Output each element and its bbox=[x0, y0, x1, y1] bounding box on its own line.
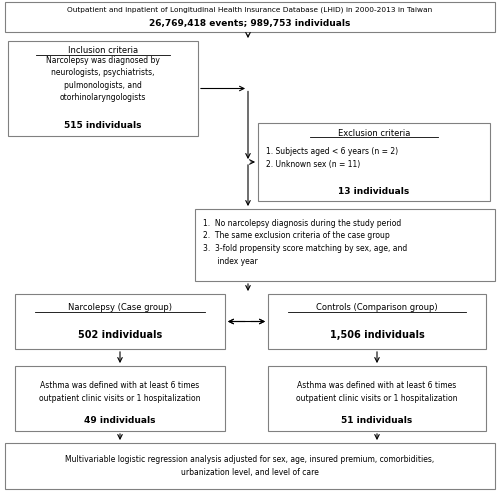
Text: Exclusion criteria: Exclusion criteria bbox=[338, 128, 410, 137]
FancyBboxPatch shape bbox=[8, 41, 198, 136]
Text: Inclusion criteria: Inclusion criteria bbox=[68, 46, 138, 55]
FancyBboxPatch shape bbox=[5, 2, 495, 32]
FancyBboxPatch shape bbox=[5, 443, 495, 489]
Text: 13 individuals: 13 individuals bbox=[338, 187, 409, 196]
Text: 1.  No narcolepsy diagnosis during the study period
2.  The same exclusion crite: 1. No narcolepsy diagnosis during the st… bbox=[203, 219, 407, 265]
FancyBboxPatch shape bbox=[15, 294, 225, 349]
Text: 49 individuals: 49 individuals bbox=[84, 415, 156, 424]
Text: Asthma was defined with at least 6 times
outpatient clinic visits or 1 hospitali: Asthma was defined with at least 6 times… bbox=[296, 381, 458, 403]
Text: 26,769,418 events; 989,753 individuals: 26,769,418 events; 989,753 individuals bbox=[150, 19, 350, 29]
Text: 1. Subjects aged < 6 years (n = 2)
2. Unknown sex (n = 11): 1. Subjects aged < 6 years (n = 2) 2. Un… bbox=[266, 147, 398, 169]
Text: 51 individuals: 51 individuals bbox=[342, 415, 412, 424]
Text: Multivariable logistic regression analysis adjusted for sex, age, insured premiu: Multivariable logistic regression analys… bbox=[66, 455, 434, 477]
FancyBboxPatch shape bbox=[258, 123, 490, 201]
Text: Narcolepsy (Case group): Narcolepsy (Case group) bbox=[68, 303, 172, 313]
Text: Outpatient and inpatient of Longitudinal Health Insurance Database (LHID) in 200: Outpatient and inpatient of Longitudinal… bbox=[68, 7, 432, 13]
Text: Narcolepsy was diagnosed by
neurologists, psychiatrists,
pulmonologists, and
oto: Narcolepsy was diagnosed by neurologists… bbox=[46, 56, 160, 102]
Text: 502 individuals: 502 individuals bbox=[78, 330, 162, 340]
Text: Asthma was defined with at least 6 times
outpatient clinic visits or 1 hospitali: Asthma was defined with at least 6 times… bbox=[39, 381, 201, 403]
Text: Controls (Comparison group): Controls (Comparison group) bbox=[316, 303, 438, 313]
FancyBboxPatch shape bbox=[195, 209, 495, 281]
Text: 515 individuals: 515 individuals bbox=[64, 122, 142, 130]
FancyBboxPatch shape bbox=[268, 294, 486, 349]
Text: 1,506 individuals: 1,506 individuals bbox=[330, 330, 424, 340]
FancyBboxPatch shape bbox=[15, 366, 225, 431]
FancyBboxPatch shape bbox=[268, 366, 486, 431]
